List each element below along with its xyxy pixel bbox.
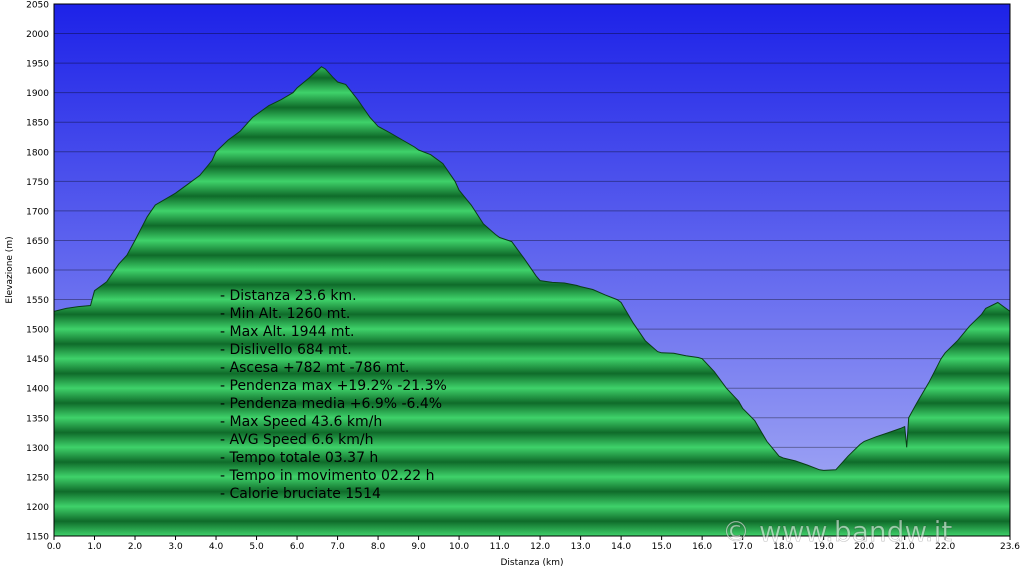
x-tick-label: 16.0 — [692, 542, 712, 552]
y-tick-label: 1950 — [26, 60, 49, 70]
x-tick-label: 7.0 — [330, 542, 345, 552]
y-tick-label: 1150 — [26, 533, 49, 543]
y-tick-label: 1750 — [26, 178, 49, 188]
y-tick-label: 1450 — [26, 355, 49, 365]
plot-frame — [53, 3, 1011, 537]
x-axis-label: Distanza (km) — [501, 558, 564, 568]
y-tick-label: 1550 — [26, 296, 49, 306]
stats-line: - Max Alt. 1944 mt. — [220, 324, 354, 340]
x-tick-label: 2.0 — [128, 542, 143, 552]
y-tick-label: 1400 — [26, 385, 49, 395]
x-tick-label: 15.0 — [652, 542, 672, 552]
stats-line: - Calorie bruciate 1514 — [220, 486, 381, 502]
terrain-profile — [54, 66, 1010, 536]
stats-line: - Min Alt. 1260 mt. — [220, 306, 350, 322]
watermark: © www.bandw.it — [722, 515, 952, 548]
x-tick-label: 13.0 — [571, 542, 591, 552]
x-tick-label: 20.0 — [854, 542, 874, 552]
y-tick-label: 1350 — [26, 414, 49, 424]
y-tick-label: 1900 — [26, 89, 49, 99]
x-tick-label: 1.0 — [87, 542, 102, 552]
y-tick-label: 1300 — [26, 444, 49, 454]
x-tick-label: 12.0 — [530, 542, 550, 552]
stats-line: - Max Speed 43.6 km/h — [220, 414, 382, 430]
x-tick-label: 21.0 — [895, 542, 915, 552]
x-tick-label: 23.6 — [1000, 542, 1020, 552]
y-tick-label: 1250 — [26, 473, 49, 483]
stats-line: - Dislivello 684 mt. — [220, 342, 352, 358]
stats-line: - Distanza 23.6 km. — [220, 288, 357, 304]
x-tick-label: 22.0 — [935, 542, 955, 552]
stats-line: - Tempo totale 03.37 h — [220, 450, 378, 466]
stats-line: - Ascesa +782 mt -786 mt. — [220, 360, 409, 376]
x-tick-label: 8.0 — [371, 542, 386, 552]
x-tick-label: 19.0 — [814, 542, 834, 552]
x-tick-label: 11.0 — [490, 542, 510, 552]
x-tick-label: 4.0 — [209, 542, 224, 552]
y-tick-label: 1700 — [26, 207, 49, 217]
stats-annotation: - Distanza 23.6 km. - Min Alt. 1260 mt. - … — [220, 288, 447, 502]
x-tick-label: 9.0 — [411, 542, 426, 552]
y-tick-label: 2000 — [26, 30, 49, 40]
y-tick-label: 1200 — [26, 503, 49, 513]
y-tick-label: 1800 — [26, 148, 49, 158]
x-tick-label: 14.0 — [611, 542, 631, 552]
x-tick-label: 10.0 — [449, 542, 469, 552]
y-tick-label: 1500 — [26, 326, 49, 336]
y-tick-label: 1650 — [26, 237, 49, 247]
x-tick-label: 18.0 — [773, 542, 793, 552]
terrain-area — [54, 66, 1010, 536]
x-tick-label: 6.0 — [290, 542, 305, 552]
stats-line: - Tempo in movimento 02.22 h — [220, 468, 434, 484]
y-tick-label: 1600 — [26, 267, 49, 277]
y-tick-label: 1850 — [26, 119, 49, 129]
x-tick-label: 3.0 — [168, 542, 183, 552]
y-axis-label: Elevazione (m) — [5, 236, 15, 303]
y-tick-label: 2050 — [26, 1, 49, 11]
stats-line: - AVG Speed 6.6 km/h — [220, 432, 373, 448]
stats-line: - Pendenza media +6.9% -6.4% — [220, 396, 442, 412]
x-tick-label: 0.0 — [47, 542, 62, 552]
axes: 1150 1200 1250 1300 1350 1400 1450 1500 1550 1600… — [5, 1, 1020, 569]
stats-line: - Pendenza max +19.2% -21.3% — [220, 378, 447, 394]
x-tick-label: 17.0 — [733, 542, 753, 552]
x-tick-label: 5.0 — [249, 542, 264, 552]
